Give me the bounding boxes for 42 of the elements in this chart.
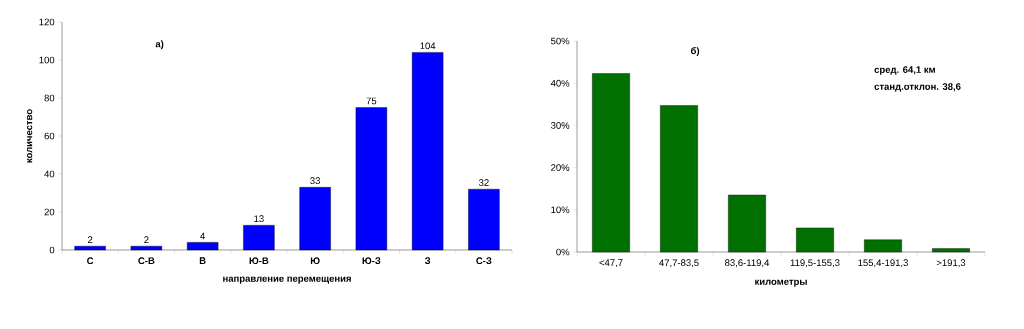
x-tick-label: <47,7 [599,259,623,268]
x-tick-label: Ю-З [362,257,381,265]
data-label: 2 [144,236,149,243]
y-tick-label: 20% [551,164,570,171]
y-axis-title: количество [27,109,33,163]
y-tick-label: 120 [39,18,55,26]
data-label: 33 [310,177,320,185]
x-tick-label: 119,5-155,3 [790,259,840,268]
annotation: б) [690,47,700,57]
y-tick-label: 40 [44,170,55,178]
x-tick-label: С-З [476,257,492,265]
data-label: 75 [366,97,377,105]
y-tick-label: 80 [44,94,55,102]
x-tick-label: Ю [310,257,320,265]
y-tick-label: 0 [49,246,55,254]
annotation: а) [155,40,164,50]
y-tick-label: 100 [39,56,55,64]
x-tick-label: 47,7-83,5 [659,259,699,268]
y-tick-label: 0% [556,248,570,256]
x-tick-label: В [199,257,206,264]
y-tick-label: 60 [44,132,55,140]
x-tick-label: Ю-В [249,257,269,265]
x-tick-label: 83,6-119,4 [725,259,770,268]
x-tick-label: С [87,257,94,265]
data-label: 32 [478,179,489,186]
annotation: станд.отклон. 38,6 [874,83,961,92]
x-tick-label: З [424,257,431,265]
x-axis-title: километры [755,279,807,287]
y-tick-label: 50% [551,37,570,45]
y-tick-label: 30% [550,122,570,129]
data-label: 13 [254,215,264,223]
annotation: сред. 64,1 км [874,66,935,75]
y-tick-label: 20 [44,208,55,216]
data-label: 2 [87,236,93,243]
data-label: 4 [200,232,205,240]
y-tick-label: 40% [550,79,570,87]
x-tick-label: С-В [138,257,155,265]
x-axis-title: направление перемещения [223,276,351,284]
data-label: 104 [420,42,436,50]
y-tick-label: 10% [551,206,570,214]
x-tick-label: >191,3 [936,259,966,268]
x-tick-label: 155,4-191,3 [858,259,908,268]
